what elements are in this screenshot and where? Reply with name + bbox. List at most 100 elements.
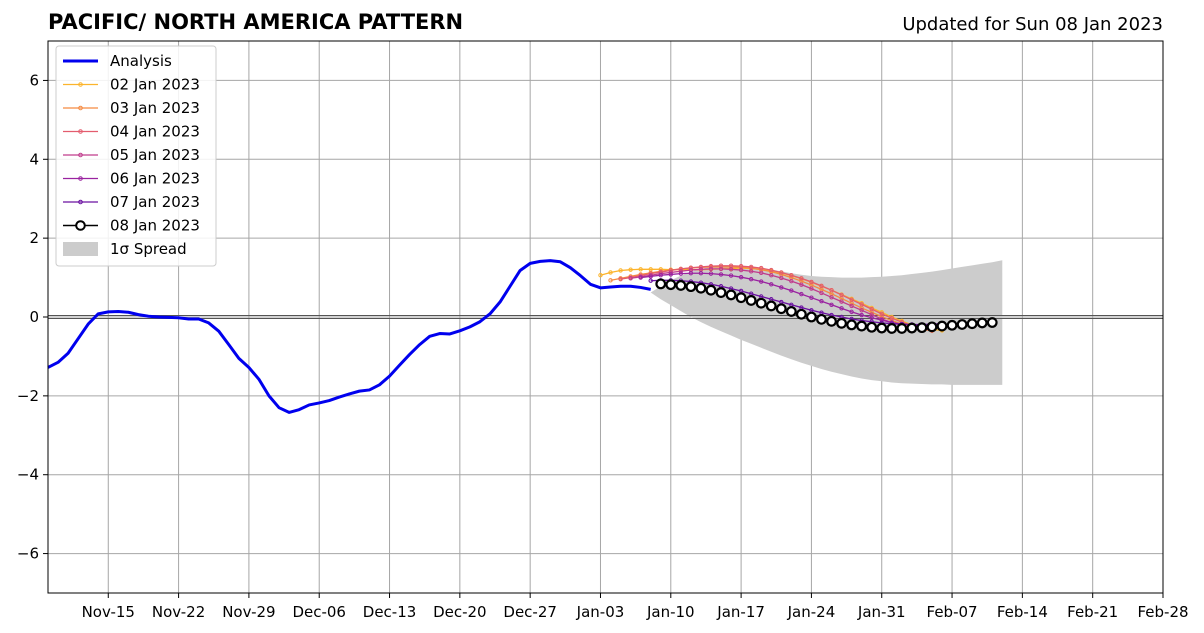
forecast-point bbox=[678, 266, 684, 272]
forecast-point bbox=[916, 322, 928, 334]
y-axis: −6 −4 −2 0 2 4 6 bbox=[17, 71, 48, 563]
forecast-point bbox=[859, 302, 864, 307]
forecast-point bbox=[856, 320, 868, 332]
forecast-point bbox=[779, 275, 784, 281]
forecast-point bbox=[806, 311, 817, 323]
forecast-point bbox=[809, 279, 814, 285]
x-axis: Nov-15 Nov-22 Nov-29 Dec-06 Dec-13 Dec-20 Dec-… bbox=[82, 593, 1189, 621]
y-tick-label: −4 bbox=[17, 466, 39, 484]
forecast-point bbox=[829, 287, 834, 293]
forecast-point bbox=[685, 281, 697, 293]
forecast-line bbox=[630, 268, 932, 330]
x-tick-label: Dec-20 bbox=[433, 603, 487, 621]
forecast-point bbox=[976, 317, 988, 329]
forecast-point bbox=[738, 267, 744, 273]
forecast-point bbox=[628, 267, 633, 272]
forecast-point bbox=[869, 306, 874, 312]
forecast-point bbox=[698, 271, 704, 276]
forecast-point bbox=[698, 264, 704, 270]
zero-line bbox=[48, 315, 1163, 319]
x-tick-label: Feb-07 bbox=[927, 603, 978, 621]
forecast-point bbox=[628, 276, 633, 281]
forecast-point bbox=[799, 291, 804, 297]
forecast-point bbox=[869, 315, 874, 320]
legend-label: 04 Jan 2023 bbox=[110, 123, 200, 141]
legend-label: 06 Jan 2023 bbox=[110, 170, 200, 188]
legend-label: 05 Jan 2023 bbox=[110, 146, 200, 164]
legend-swatch-marker bbox=[78, 105, 83, 111]
forecast-point bbox=[829, 295, 834, 300]
forecast-point bbox=[906, 322, 918, 334]
forecast-series bbox=[655, 278, 998, 334]
legend-label: 08 Jan 2023 bbox=[110, 217, 200, 235]
forecast-point bbox=[678, 269, 684, 274]
forecast-point bbox=[758, 279, 764, 284]
forecast-point bbox=[658, 273, 663, 278]
forecast-point bbox=[748, 264, 754, 270]
forecast-point bbox=[758, 265, 764, 271]
forecast-point bbox=[819, 299, 824, 304]
forecast-point bbox=[738, 263, 744, 269]
forecast-point bbox=[728, 267, 734, 272]
x-tick-label: Nov-22 bbox=[152, 603, 205, 621]
legend-swatch-marker bbox=[75, 220, 86, 231]
forecast-point bbox=[795, 308, 807, 320]
x-tick-label: Feb-14 bbox=[997, 603, 1048, 621]
x-tick-label: Dec-27 bbox=[503, 603, 557, 621]
forecast-point bbox=[839, 306, 844, 311]
x-tick-label: Jan-17 bbox=[716, 603, 765, 621]
forecast-point bbox=[879, 311, 884, 317]
forecast-point bbox=[819, 290, 824, 296]
forecast-point bbox=[936, 320, 948, 332]
y-tick-label: −6 bbox=[17, 545, 39, 563]
chart-subtitle: Updated for Sun 08 Jan 2023 bbox=[902, 14, 1163, 35]
legend-swatch-marker bbox=[78, 199, 83, 205]
forecast-point bbox=[849, 303, 854, 309]
x-tick-label: Feb-21 bbox=[1067, 603, 1118, 621]
forecast-point bbox=[846, 319, 858, 331]
forecast-point bbox=[728, 273, 734, 278]
forecast-point bbox=[889, 315, 894, 321]
forecast-point bbox=[765, 300, 777, 312]
forecast-point bbox=[809, 286, 814, 291]
forecast-point bbox=[758, 270, 764, 276]
forecast-point bbox=[829, 302, 834, 307]
forecast-point bbox=[779, 285, 784, 290]
forecast-point bbox=[748, 276, 754, 282]
legend-swatch-marker bbox=[78, 82, 83, 87]
legend-label: 02 Jan 2023 bbox=[110, 76, 200, 94]
forecast-point bbox=[966, 318, 978, 330]
legend-label: 03 Jan 2023 bbox=[110, 99, 200, 117]
forecast-point bbox=[678, 271, 684, 276]
forecast-point bbox=[789, 288, 794, 293]
forecast-point bbox=[809, 295, 814, 300]
forecast-point bbox=[708, 263, 714, 269]
forecast-point bbox=[836, 317, 847, 329]
forecast-point bbox=[655, 278, 667, 290]
forecast-point bbox=[638, 267, 643, 272]
legend-swatch-marker bbox=[78, 176, 83, 181]
y-tick-label: 6 bbox=[29, 71, 39, 89]
forecast-point bbox=[705, 284, 717, 296]
forecast-point bbox=[886, 323, 898, 334]
legend-label: 1σ Spread bbox=[110, 240, 187, 258]
forecast-point bbox=[876, 322, 888, 334]
forecast-point bbox=[849, 309, 854, 315]
forecast-point bbox=[688, 265, 694, 270]
forecast-point bbox=[638, 275, 643, 280]
legend-box bbox=[55, 45, 217, 267]
forecast-point bbox=[819, 283, 824, 289]
x-tick-label: Jan-10 bbox=[646, 603, 695, 621]
forecast-point bbox=[708, 271, 714, 276]
forecast-point bbox=[986, 317, 998, 328]
forecast-point bbox=[775, 303, 787, 315]
forecast-point bbox=[866, 321, 878, 333]
forecast-point bbox=[735, 292, 747, 304]
forecast-point bbox=[859, 308, 864, 313]
forecast-point bbox=[769, 267, 774, 273]
forecast-point bbox=[799, 276, 804, 281]
forecast-point bbox=[598, 273, 603, 278]
forecast-point bbox=[618, 276, 623, 282]
forecast-point bbox=[816, 313, 827, 325]
